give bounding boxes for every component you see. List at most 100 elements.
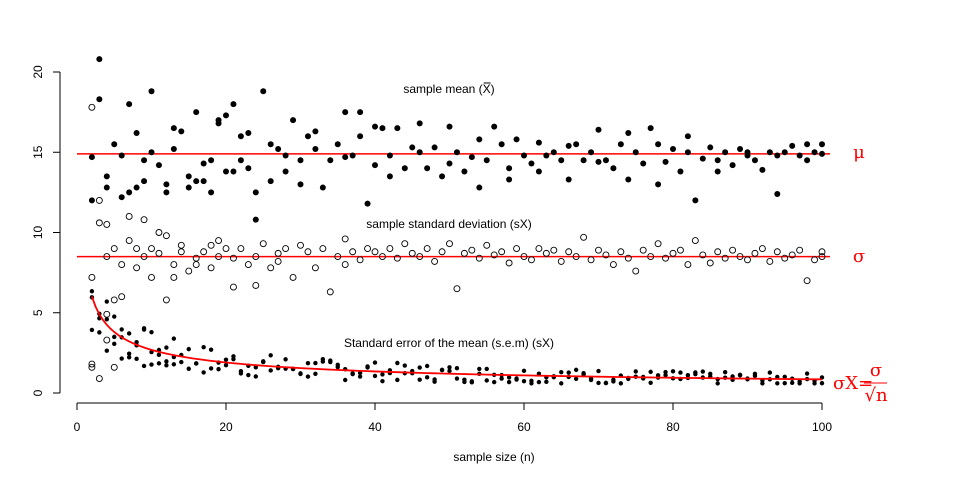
sd-point: [177, 248, 185, 256]
mean-point: [535, 139, 542, 146]
sem-point: [573, 367, 579, 373]
mean-point: [498, 141, 505, 148]
sd-point: [341, 235, 349, 243]
sem-point: [253, 365, 258, 370]
sem-point: [514, 376, 519, 381]
mean-point: [655, 141, 662, 148]
sd-point: [706, 259, 714, 267]
sem-point: [588, 376, 594, 381]
sd-point: [289, 273, 297, 281]
sem-point: [462, 379, 467, 385]
sd-point: [669, 249, 677, 257]
sd-point: [788, 251, 796, 259]
mean-point: [819, 141, 825, 148]
sem-point: [395, 377, 400, 383]
sem-point: [365, 364, 370, 369]
mean-point: [476, 184, 483, 191]
sd-point: [229, 283, 237, 291]
sd-point: [624, 254, 632, 262]
mean-point: [461, 168, 468, 175]
sd-point: [565, 248, 573, 256]
sd-point: [177, 241, 185, 249]
sem-point: [156, 352, 162, 358]
axes-group: 0 20 40 60 80 100 0 5 10 15 20: [31, 65, 832, 434]
mean-point: [230, 168, 237, 175]
mean-point: [640, 160, 647, 167]
mean-point: [677, 168, 684, 175]
sd-point: [371, 248, 379, 256]
points-sem: [88, 289, 825, 386]
sem-point: [506, 375, 512, 380]
mean-point: [148, 149, 155, 156]
sem-point: [149, 362, 154, 367]
sem-point: [544, 379, 549, 385]
sd-point: [237, 245, 245, 253]
mean-point: [275, 146, 282, 153]
mean-point: [386, 173, 393, 180]
mean-point: [312, 146, 319, 153]
mean-point: [468, 154, 475, 161]
sem-point: [141, 363, 147, 369]
sem-point: [603, 380, 609, 386]
sd-point: [632, 267, 640, 275]
mean-point: [744, 149, 751, 156]
mean-point: [595, 158, 602, 165]
sd-point: [244, 261, 252, 269]
sem-point: [238, 368, 244, 374]
sd-point: [438, 248, 446, 256]
mean-point: [178, 128, 185, 135]
sd-point: [311, 264, 319, 272]
mean-point: [446, 123, 453, 130]
mean-point: [573, 141, 580, 148]
mean-point: [133, 129, 140, 136]
mean-point: [96, 56, 103, 63]
mean-point: [163, 181, 170, 188]
sd-point: [550, 246, 558, 254]
sem-point: [767, 370, 773, 375]
mean-point: [267, 141, 274, 148]
sd-point: [349, 248, 357, 256]
sd-point: [364, 245, 371, 253]
mean-point: [372, 162, 378, 169]
sd-point: [95, 219, 103, 227]
sem-point: [380, 372, 385, 377]
mean-point: [185, 184, 192, 191]
label-sigma: σ: [853, 246, 865, 267]
sem-point: [454, 366, 460, 371]
sem-point: [283, 357, 288, 362]
sem-point: [164, 359, 169, 364]
sem-point: [335, 364, 340, 370]
sd-point: [222, 245, 230, 253]
sd-point: [356, 256, 364, 264]
mean-point: [789, 142, 796, 149]
sd-point: [736, 253, 744, 261]
mean-point: [625, 176, 632, 183]
sem-point: [126, 351, 132, 356]
sd-point: [386, 245, 394, 253]
sd-point: [118, 261, 126, 269]
sem-point: [737, 372, 743, 378]
sem-point: [596, 380, 601, 386]
sem-point: [201, 370, 206, 375]
sd-point: [155, 249, 163, 257]
mean-point: [781, 149, 788, 156]
sem-point: [752, 373, 758, 379]
sem-point: [484, 366, 489, 372]
sd-point: [677, 246, 684, 254]
sd-point: [498, 248, 506, 256]
sd-point: [148, 273, 155, 281]
x-tick-label: 0: [74, 420, 81, 434]
mean-point: [126, 101, 133, 108]
mean-point: [722, 149, 729, 156]
sd-point: [490, 251, 498, 259]
sem-point: [298, 371, 303, 377]
sd-point: [304, 248, 312, 256]
mean-point: [707, 144, 714, 151]
sd-point: [401, 240, 409, 248]
label-sem-denominator: √n: [864, 385, 887, 406]
sd-point: [155, 229, 163, 236]
sd-point: [684, 261, 692, 269]
mean-point: [439, 173, 446, 180]
mean-point: [424, 165, 431, 172]
